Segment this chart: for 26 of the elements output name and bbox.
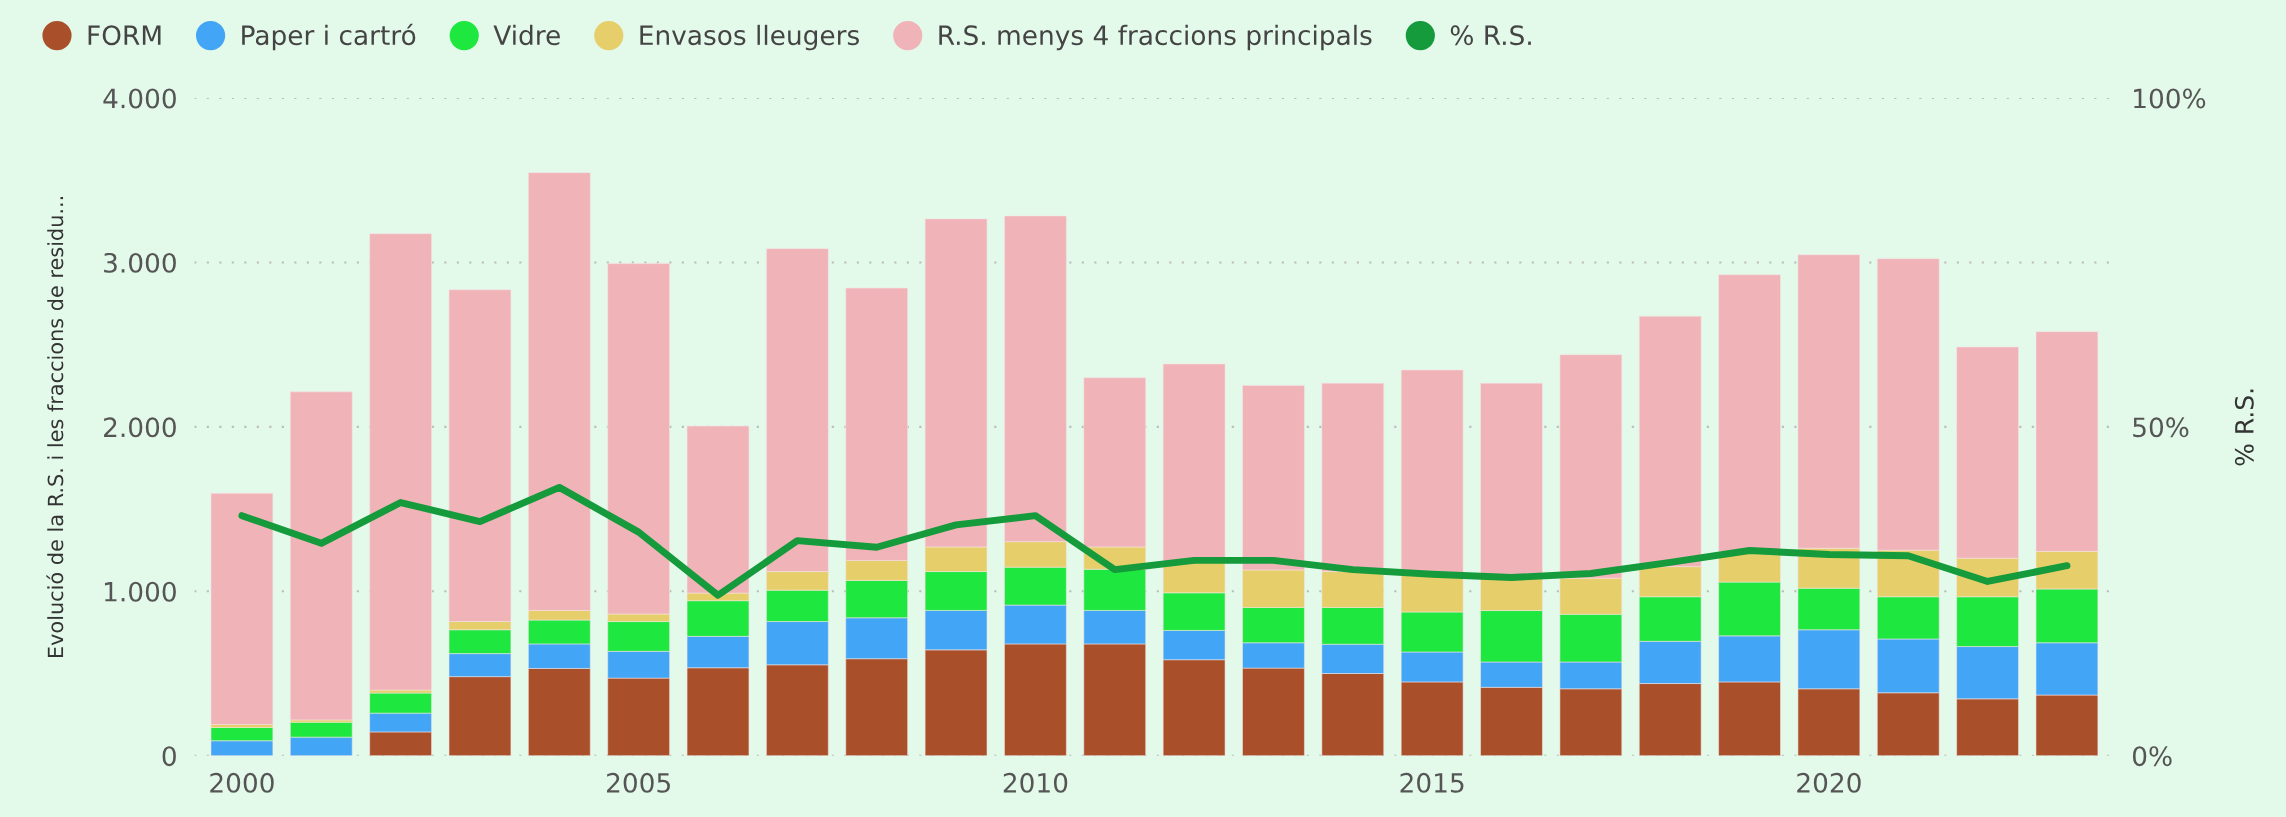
bar (290, 391, 353, 721)
y-tick-label: 3.000 (104, 252, 176, 273)
y-tick-label: 2.000 (104, 417, 176, 438)
bar (210, 493, 274, 725)
bar (369, 233, 432, 691)
y2-tick-label: 100% (2134, 88, 2206, 109)
x-tick-label: 2015 (1400, 772, 1464, 793)
x-tick-label: 2010 (1003, 772, 1068, 793)
y-tick-label: 4.000 (103, 88, 176, 109)
bar (1718, 274, 1781, 553)
x-tick-label: 2000 (210, 772, 274, 793)
bar (1162, 363, 1226, 563)
y-axis-title: Evolució de la R.S. i les fraccions de residu... (46, 196, 64, 657)
y2-tick-label: 0% (2132, 746, 2172, 767)
y-tick-label: 0 (162, 746, 176, 767)
legend-label: Vidre (493, 24, 560, 46)
legend-label: FORM (88, 25, 161, 46)
x-tick-label: 2005 (607, 772, 670, 793)
y-tick-label: 1.000 (105, 581, 176, 602)
legend-label: R.S. menys 4 fraccions principals (939, 24, 1372, 51)
x-tick-label: 2020 (1797, 772, 1861, 793)
legend-label: % R.S. (1450, 25, 1531, 46)
legend-label: Envasos lleugers (640, 24, 859, 51)
legend-label: Paper i cartró (242, 23, 416, 51)
y2-axis-title: % R.S. (2234, 389, 2254, 466)
y2-tick-label: 50% (2133, 417, 2189, 438)
